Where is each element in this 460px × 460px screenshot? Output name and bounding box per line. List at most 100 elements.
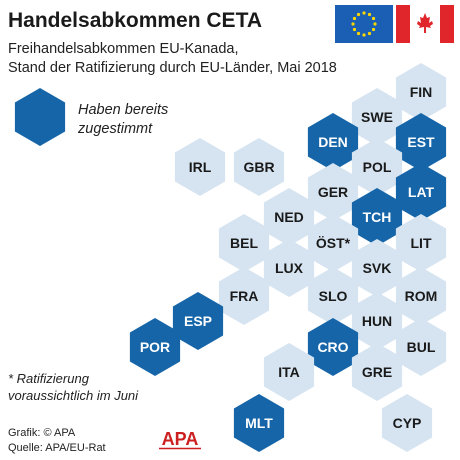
country-tile-fin: FIN xyxy=(395,63,447,121)
country-hexagon xyxy=(351,239,403,297)
country-code-label: GBR xyxy=(243,159,274,175)
country-code-label: FRA xyxy=(230,288,259,304)
country-hexagon xyxy=(395,318,447,376)
country-tile-cyp: CYP xyxy=(381,394,433,452)
country-code-label: SWE xyxy=(361,109,393,125)
footnote: * Ratifizierung voraussichtlich im Juni xyxy=(8,370,138,404)
country-tile-cro: CRO xyxy=(307,318,359,376)
country-hexagon xyxy=(381,394,433,452)
country-code-label: ESP xyxy=(184,313,212,329)
country-tile-gre: GRE xyxy=(351,343,403,401)
country-code-label: SVK xyxy=(363,260,392,276)
country-code-label: TCH xyxy=(363,209,392,225)
country-code-label: EST xyxy=(407,134,435,150)
apa-logo: APA xyxy=(155,429,205,455)
country-code-label: LUX xyxy=(275,260,304,276)
country-tile-slo: SLO xyxy=(307,267,359,325)
map-subtitle: Freihandelsabkommen EU-Kanada, Stand der… xyxy=(8,40,337,78)
canada-flag-icon xyxy=(396,5,454,43)
country-code-label: HUN xyxy=(362,313,392,329)
country-tile-ger: GER xyxy=(307,163,359,221)
legend-approved-hexagon xyxy=(14,88,66,146)
country-hexagon xyxy=(172,292,224,350)
country-code-label: MLT xyxy=(245,415,273,431)
country-tile-fra: FRA xyxy=(218,267,270,325)
country-hexagon xyxy=(263,239,315,297)
eu-flag-icon xyxy=(335,5,393,43)
country-tile-rom: ROM xyxy=(395,267,447,325)
country-hexagon xyxy=(351,138,403,196)
country-code-label: GER xyxy=(318,184,348,200)
country-tile-den: DEN xyxy=(307,113,359,171)
country-hexagon xyxy=(395,63,447,121)
footnote-line-1: * Ratifizierung xyxy=(8,371,89,386)
country-tile-ned: NED xyxy=(263,188,315,246)
country-code-label: DEN xyxy=(318,134,348,150)
country-hexagon xyxy=(395,163,447,221)
country-hexagon xyxy=(307,318,359,376)
country-tile-gbr: GBR xyxy=(233,138,285,196)
country-code-label: FIN xyxy=(410,84,433,100)
map-title: Handelsabkommen CETA xyxy=(8,9,262,32)
country-code-label: LIT xyxy=(411,235,432,251)
country-hexagon xyxy=(233,138,285,196)
country-hexagon xyxy=(307,113,359,171)
country-hexagon xyxy=(307,163,359,221)
country-tile-ita: ITA xyxy=(263,343,315,401)
legend-line-2: zugestimmt xyxy=(78,121,153,137)
country-hexagon xyxy=(307,214,359,272)
svg-text:APA: APA xyxy=(162,430,199,449)
country-hexagon xyxy=(395,214,447,272)
credits: Grafik: © APA Quelle: APA/EU-Rat xyxy=(8,426,106,456)
country-tile-mlt: MLT xyxy=(233,394,285,452)
country-tile-por: POR xyxy=(129,318,181,376)
country-code-label: GRE xyxy=(362,364,392,380)
country-tile-hun: HUN xyxy=(351,292,403,350)
country-hexagon xyxy=(351,188,403,246)
legend-label: Haben bereits zugestimmt xyxy=(78,101,168,139)
country-hexagon xyxy=(307,267,359,325)
country-hexagon xyxy=(174,138,226,196)
country-code-label: POR xyxy=(140,339,170,355)
country-code-label: ROM xyxy=(405,288,438,304)
country-code-label: POL xyxy=(363,159,392,175)
subtitle-line-2: Stand der Ratifizierung durch EU-Länder,… xyxy=(8,60,337,76)
country-hexagon xyxy=(351,292,403,350)
country-code-label: ÖST* xyxy=(316,235,351,251)
subtitle-line-1: Freihandelsabkommen EU-Kanada, xyxy=(8,41,239,57)
legend-line-1: Haben bereits xyxy=(78,102,169,118)
country-tile-lit: LIT xyxy=(395,214,447,272)
country-hexagon xyxy=(263,188,315,246)
country-tile-pol: POL xyxy=(351,138,403,196)
country-code-label: BUL xyxy=(407,339,436,355)
country-hexagon xyxy=(218,214,270,272)
country-hexagon xyxy=(351,88,403,146)
country-code-label: CYP xyxy=(393,415,422,431)
country-tile-lat: LAT xyxy=(395,163,447,221)
credits-source: Quelle: APA/EU-Rat xyxy=(8,442,106,454)
country-tile-öst: ÖST* xyxy=(307,214,359,272)
country-tile-est: EST xyxy=(395,113,447,171)
country-hexagon xyxy=(129,318,181,376)
country-code-label: ITA xyxy=(278,364,300,380)
country-code-label: CRO xyxy=(317,339,348,355)
country-code-label: IRL xyxy=(189,159,212,175)
country-hexagon xyxy=(351,343,403,401)
country-tile-swe: SWE xyxy=(351,88,403,146)
country-hexagon xyxy=(395,267,447,325)
country-tile-bul: BUL xyxy=(395,318,447,376)
country-tile-svk: SVK xyxy=(351,239,403,297)
country-code-label: LAT xyxy=(408,184,435,200)
country-tile-tch: TCH xyxy=(351,188,403,246)
footnote-line-2: voraussichtlich im Juni xyxy=(8,388,139,403)
country-tile-lux: LUX xyxy=(263,239,315,297)
country-tile-irl: IRL xyxy=(174,138,226,196)
country-hexagon xyxy=(263,343,315,401)
country-hexagon xyxy=(395,113,447,171)
country-hexagon xyxy=(218,267,270,325)
credits-graphic: Grafik: © APA xyxy=(8,427,76,439)
country-code-label: BEL xyxy=(230,235,258,251)
country-tile-esp: ESP xyxy=(172,292,224,350)
country-hexagon xyxy=(233,394,285,452)
